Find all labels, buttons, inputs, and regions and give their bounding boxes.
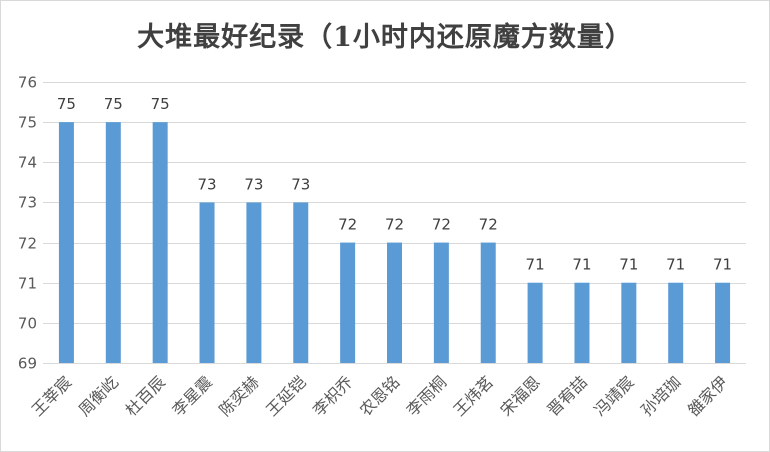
data-label: 75 [57,95,76,113]
x-tick-label: 孙培珈 [637,372,684,419]
data-label: 71 [666,256,685,274]
y-tick-label: 74 [18,154,37,172]
x-tick-label: 雒家伊 [684,372,731,419]
bar [246,202,262,363]
data-label: 73 [291,175,310,193]
y-tick-label: 76 [18,74,37,92]
data-label: 75 [151,95,170,113]
x-tick-label: 晋宥喆 [543,372,590,419]
bar [715,282,731,363]
bar [387,242,402,363]
data-label: 71 [619,256,638,274]
x-tick-label: 杜百辰 [122,372,169,419]
chart-title: 大堆最好纪录（1小时内还原魔方数量） [137,22,633,53]
x-tick-label: 王莘宸 [28,372,75,419]
bar [433,242,449,363]
x-tick-label: 王炜茗 [450,372,497,419]
data-label: 72 [338,216,357,234]
data-label: 72 [479,216,498,234]
data-label: 75 [104,95,123,113]
bar [199,202,215,363]
x-tick-label: 农恩铭 [356,372,403,419]
bar [105,122,121,364]
x-tick-label: 周衡屹 [75,372,122,419]
y-tick-label: 70 [18,315,37,333]
data-label: 72 [432,216,451,234]
data-label: 72 [385,216,404,234]
y-tick-label: 72 [18,235,37,253]
x-tick-label: 李枳乔 [309,372,356,419]
bar [58,122,74,364]
y-tick-label: 71 [18,275,37,293]
bar [480,242,496,363]
bar [340,242,356,363]
data-label: 71 [572,256,591,274]
x-tick-label: 冯靖宸 [590,372,637,419]
data-label: 71 [526,256,545,274]
x-tick-label: 陈奕赫 [215,372,262,419]
data-label: 73 [244,175,263,193]
bar [152,122,168,364]
x-tick-label: 宋福恩 [497,372,544,419]
x-tick-label: 李星震 [168,372,215,419]
bar [527,282,543,363]
data-label: 73 [197,175,216,193]
x-tick-label: 王延铠 [262,372,309,419]
data-label: 71 [713,256,732,274]
bar [621,282,637,363]
bar [668,282,684,363]
y-tick-label: 69 [18,355,37,373]
bar [293,202,309,363]
x-tick-label: 李雨桐 [403,372,450,419]
bar [574,282,590,363]
y-tick-label: 73 [18,194,37,212]
y-tick-label: 75 [18,114,37,132]
